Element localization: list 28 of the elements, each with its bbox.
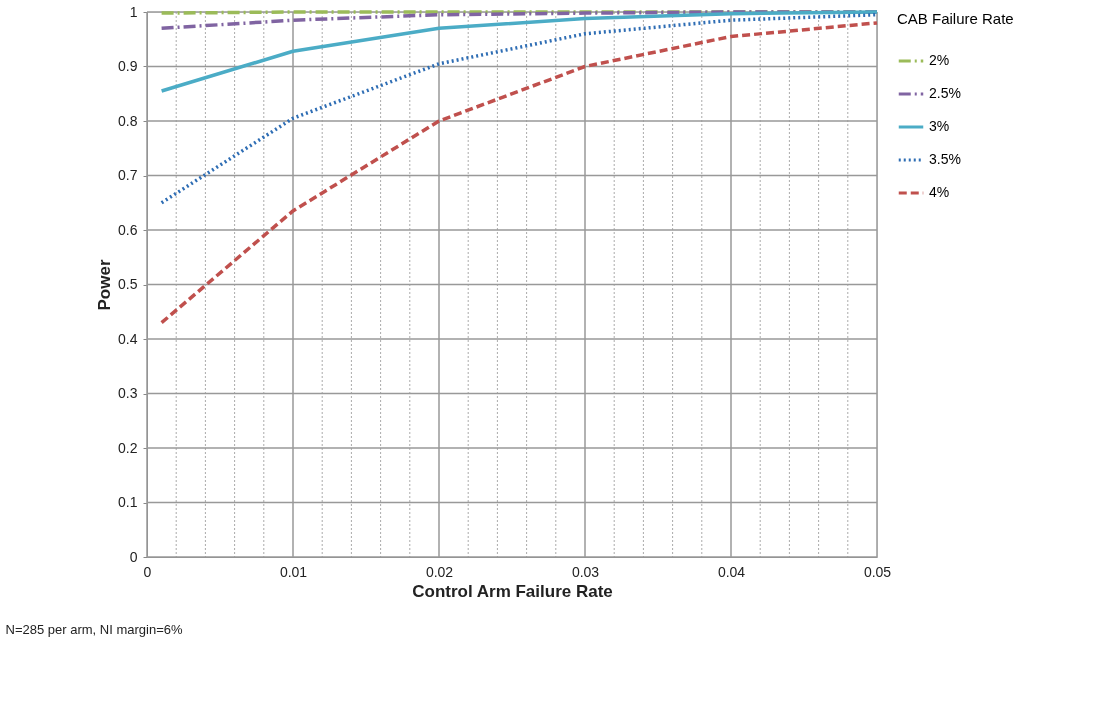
x-tick-label: 0 xyxy=(143,563,152,580)
y-tick-label: 0.3 xyxy=(118,385,138,401)
y-tick-label: 0 xyxy=(129,548,138,565)
y-tick-label: 1 xyxy=(129,3,138,20)
x-tick-label: 0.03 xyxy=(571,563,600,580)
y-tick-label: 0.4 xyxy=(118,330,138,347)
x-tick-label: 0.04 xyxy=(717,563,746,580)
x-tick-label: 0.01 xyxy=(279,563,308,580)
legend-label: 3% xyxy=(929,118,950,134)
legend-label: 4% xyxy=(929,184,950,200)
y-tick-label: 0.5 xyxy=(118,276,138,292)
y-tick-label: 0.9 xyxy=(118,58,138,74)
y-axis-title: Power xyxy=(95,259,115,311)
line-series xyxy=(159,21,879,325)
y-tick-label: 0.7 xyxy=(118,167,138,183)
text: N=285 per arm, NI margin=6% xyxy=(5,622,183,637)
x-axis-title: Control Arm Failure Rate xyxy=(412,581,613,601)
y-tick-label: 0.2 xyxy=(118,439,138,456)
x-tick-label: 0.05 xyxy=(863,563,892,580)
y-tick-label: 0.8 xyxy=(118,112,138,129)
legend-label: 2% xyxy=(929,52,950,68)
legend-label: 3.5% xyxy=(929,151,961,167)
y-tick-label: 0.6 xyxy=(118,221,138,238)
legend-label: 2.5% xyxy=(929,85,961,101)
y-tick-label: 0.1 xyxy=(118,494,138,510)
legend-title: CAB Failure Rate xyxy=(897,10,1014,27)
x-tick-label: 0.02 xyxy=(425,563,454,580)
line-series xyxy=(159,10,879,93)
